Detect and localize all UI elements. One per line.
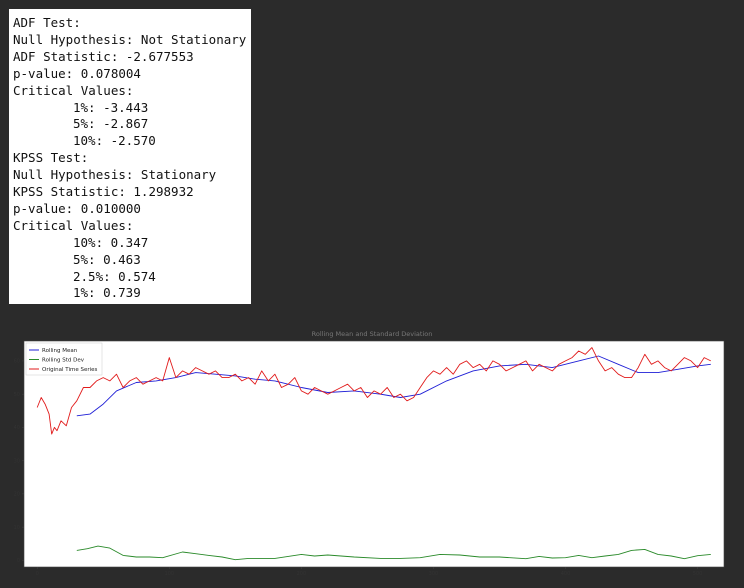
x-tick-label: 500 xyxy=(693,571,703,577)
output-line: 1%: 0.739 xyxy=(73,285,141,301)
x-tick-label: 0 xyxy=(36,571,39,577)
output-line: 5%: 0.463 xyxy=(73,251,141,267)
x-tick-label: 200 xyxy=(297,571,307,577)
x-tick-label: 300 xyxy=(429,571,439,577)
y-tick-label: 0 xyxy=(17,558,20,564)
output-line: Critical Values: xyxy=(13,82,134,98)
output-line: ADF Statistic: -2.677553 xyxy=(13,48,194,64)
output-line: KPSS Test: xyxy=(13,150,89,166)
x-tick-label: 400 xyxy=(561,571,571,577)
legend-label: Rolling Std Dev xyxy=(42,358,85,364)
chart-title: Rolling Mean and Standard Deviation xyxy=(311,330,433,338)
output-panel: ADF Test: Null Hypothesis: Not Stationary… xyxy=(9,9,251,304)
plot-frame xyxy=(23,340,725,568)
y-tick-label: 50 xyxy=(14,392,20,398)
output-line: ADF Test: xyxy=(13,15,81,30)
output-line: 10%: 0.347 xyxy=(73,234,149,250)
output-line: Null Hypothesis: Stationary xyxy=(13,167,217,183)
output-line: 1%: -3.443 xyxy=(73,99,149,115)
output-line: 2.5%: 0.574 xyxy=(73,268,156,284)
rolling-stats-chart: 0 100 200 300 400 500 0 10 20 30 40 50 60 Rolling Mea… xyxy=(14,340,725,577)
output-line: 5%: -2.867 xyxy=(73,116,149,132)
legend-label: Original Time Series xyxy=(42,367,98,373)
y-tick-label: 10 xyxy=(14,525,20,531)
output-line: Critical Values: xyxy=(13,217,134,233)
series-original-time-series xyxy=(36,347,712,435)
series-rolling-std-dev xyxy=(76,545,711,561)
output-line: KPSS Statistic: 1.298932 xyxy=(13,184,194,199)
y-tick-label: 20 xyxy=(14,492,20,498)
output-line: 10%: -2.570 xyxy=(73,133,156,149)
legend-label: Rolling Mean xyxy=(42,348,78,354)
output-line: p-value: 0.010000 xyxy=(13,200,141,216)
x-tick-label: 100 xyxy=(165,571,175,577)
output-line: Null Hypothesis: Not Stationary xyxy=(13,31,247,47)
output-line: p-value: 0.078004 xyxy=(13,65,141,81)
y-tick-label: 60 xyxy=(14,359,20,365)
plot-area: Rolling Mean and Standard Deviation 0 100… xyxy=(0,322,744,588)
y-tick-label: 30 xyxy=(14,458,20,464)
y-tick-label: 40 xyxy=(14,425,20,431)
